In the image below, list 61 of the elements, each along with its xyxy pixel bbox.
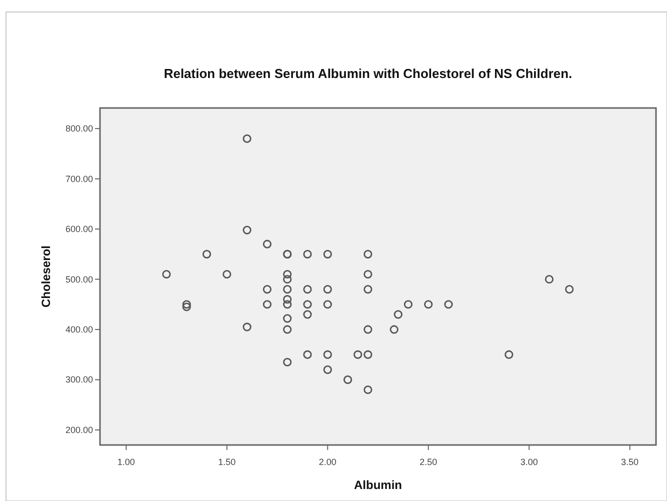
point bbox=[283, 274, 292, 284]
x-axis-title: Albumin bbox=[354, 478, 402, 492]
point bbox=[283, 314, 292, 323]
point bbox=[323, 350, 332, 359]
x-tick-label: 1.00 bbox=[117, 457, 135, 467]
y-axis-title: Choleserol bbox=[39, 245, 53, 308]
point bbox=[222, 270, 232, 279]
point bbox=[303, 250, 312, 258]
point bbox=[262, 240, 272, 248]
x-tick-label: 1.50 bbox=[218, 457, 236, 467]
point bbox=[283, 300, 292, 309]
point bbox=[390, 325, 398, 334]
point bbox=[394, 310, 402, 319]
point bbox=[182, 302, 191, 312]
point bbox=[424, 300, 433, 309]
point bbox=[262, 300, 272, 309]
point bbox=[323, 250, 332, 258]
chart-title: Relation between Serum Albumin with Cholestorel of NS Children. bbox=[164, 66, 572, 81]
y-tick-label: 300.00 bbox=[65, 374, 93, 385]
point bbox=[354, 350, 362, 359]
x-tick-label: 3.50 bbox=[621, 457, 639, 467]
y-tick-label: 700.00 bbox=[65, 174, 93, 184]
point bbox=[364, 285, 372, 294]
point bbox=[323, 300, 332, 309]
x-tick-label: 2.50 bbox=[420, 457, 438, 467]
point bbox=[364, 385, 372, 394]
x-tick-label: 2.00 bbox=[318, 457, 336, 467]
point bbox=[242, 322, 252, 332]
point bbox=[364, 270, 372, 279]
point bbox=[283, 270, 292, 279]
y-tick-label: 200.00 bbox=[65, 424, 93, 435]
point bbox=[544, 274, 554, 284]
point bbox=[303, 300, 312, 309]
point bbox=[283, 358, 292, 366]
point bbox=[242, 226, 252, 234]
point bbox=[202, 250, 212, 258]
point bbox=[283, 295, 292, 304]
point bbox=[364, 350, 372, 359]
point bbox=[343, 375, 352, 384]
point bbox=[303, 285, 312, 294]
point bbox=[303, 350, 312, 359]
point bbox=[364, 250, 372, 258]
point bbox=[323, 365, 332, 374]
y-tick-label: 600.00 bbox=[65, 224, 93, 234]
point bbox=[444, 300, 453, 309]
point bbox=[162, 270, 171, 279]
y-tick-label: 500.00 bbox=[65, 274, 93, 284]
point bbox=[283, 285, 292, 294]
x-tick-label: 3.00 bbox=[520, 457, 538, 467]
point bbox=[565, 285, 574, 294]
point bbox=[504, 350, 514, 359]
point bbox=[283, 325, 292, 334]
point bbox=[242, 134, 252, 143]
point bbox=[182, 300, 191, 309]
y-tick-label: 800.00 bbox=[65, 124, 93, 134]
point bbox=[323, 285, 332, 294]
y-tick-label: 400.00 bbox=[65, 324, 93, 334]
point bbox=[404, 300, 413, 309]
point bbox=[303, 310, 312, 319]
point bbox=[262, 285, 272, 294]
point bbox=[364, 325, 372, 334]
